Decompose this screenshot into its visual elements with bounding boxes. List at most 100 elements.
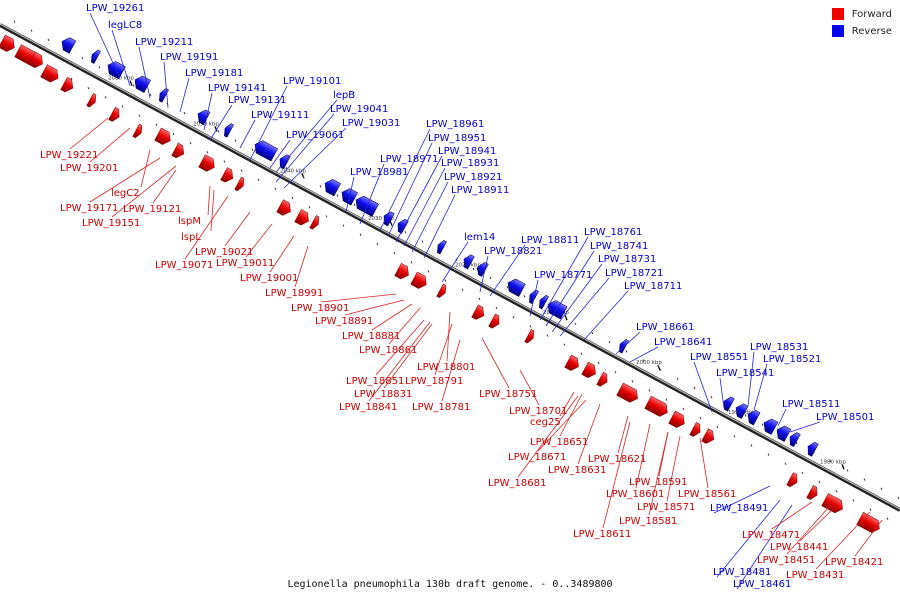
reverse-gene-label: LPW_18641 [654, 337, 712, 348]
reverse-gene [134, 75, 151, 93]
reverse-gene [437, 239, 447, 255]
forward-gene [198, 154, 215, 172]
forward-gene-arrow [806, 484, 818, 500]
forward-gene-arrow [410, 271, 427, 289]
forward-gene-arrow [234, 176, 245, 192]
minor-tick [121, 105, 124, 108]
reverse-gene-label: LPW_19211 [135, 37, 193, 48]
reverse-gene [807, 441, 819, 457]
reverse-gene-arrow [776, 425, 792, 442]
reverse-leader-line [209, 104, 233, 141]
reverse-leader-line [777, 408, 787, 427]
reverse-gene-label: LPW_18521 [763, 354, 821, 365]
legend: Forward Reverse [831, 8, 892, 42]
reverse-gene-label: LPW_19031 [342, 118, 400, 129]
forward-leader-line [617, 415, 629, 454]
minor-tick [325, 215, 328, 218]
reverse-leader-line [719, 377, 725, 409]
reverse-leader-line [387, 142, 433, 237]
reverse-gene-label: LPW_18481 [713, 567, 771, 578]
forward-gene-arrow [616, 382, 638, 403]
forward-leader-line [815, 511, 871, 570]
minor-tick [597, 361, 600, 365]
forward-leader-line [602, 421, 631, 529]
forward-gene-label: LPW_19201 [60, 163, 118, 174]
forward-gene-arrow [276, 199, 291, 216]
forward-gene-label: LPW_18841 [339, 402, 397, 413]
reverse-gene [355, 195, 380, 217]
forward-leader-line [559, 391, 575, 417]
forward-gene-arrow [171, 142, 185, 159]
forward-gene [28, 51, 43, 69]
minor-tick [699, 416, 702, 420]
minor-tick [818, 480, 821, 484]
minor-tick [302, 176, 305, 179]
forward-gene [488, 313, 500, 329]
reverse-gene-label: LPW_19181 [185, 68, 243, 79]
reverse-gene-label: LPW_18731 [598, 254, 656, 265]
reverse-gene [539, 294, 549, 310]
minor-tick [155, 123, 158, 127]
forward-gene-label: lspL [181, 232, 201, 243]
reverse-gene-label: LPW_18941 [438, 146, 496, 157]
reverse-leader-line [345, 176, 355, 213]
minor-tick [81, 56, 84, 60]
forward-gene-label: LPW_18651 [530, 437, 588, 448]
reverse-gene-arrow [789, 432, 801, 448]
forward-gene [309, 215, 320, 230]
reverse-gene-label: LPW_18491 [710, 503, 768, 514]
reverse-gene-arrow [539, 294, 549, 310]
minor-tick [234, 139, 237, 142]
forward-leader-line [371, 303, 413, 331]
reverse-gene-arrow [61, 37, 77, 54]
reverse-gene-label: LPW_18501 [816, 412, 874, 423]
reverse-gene-label: LPW_18811 [521, 235, 579, 246]
caption: Legionella pneumophila 130b draft genome… [287, 579, 613, 590]
tick-label: 2060 kbp [108, 76, 134, 82]
forward-gene [220, 167, 234, 183]
minor-tick [444, 279, 447, 282]
legend-reverse: Reverse [831, 25, 892, 37]
minor-tick [291, 196, 294, 200]
reverse-leader-line [249, 85, 288, 161]
forward-gene-label: LPW_18421 [825, 557, 883, 568]
minor-tick [495, 306, 498, 310]
reverse-gene [776, 425, 792, 442]
reverse-gene-arrow [507, 278, 526, 297]
minor-tick [529, 325, 532, 328]
reverse-gene-arrow [723, 396, 735, 412]
forward-leader-line [854, 519, 883, 557]
reverse-gene-label: LPW_18721 [605, 268, 663, 279]
forward-gene-arrow [132, 123, 143, 139]
reverse-gene [197, 109, 211, 125]
minor-tick [353, 203, 356, 206]
forward-gene-label: LPW_19001 [240, 273, 298, 284]
reverse-gene-arrow [355, 195, 380, 217]
minor-tick [410, 261, 413, 264]
reverse-gene-arrow [437, 239, 447, 255]
forward-gene [596, 371, 608, 387]
tick-label: 1980 kbp [820, 459, 846, 465]
minor-tick [206, 151, 209, 154]
reverse-leader-line [736, 504, 793, 590]
reverse-leader-line [283, 127, 347, 189]
reverse-gene [735, 403, 749, 419]
minor-tick [336, 194, 339, 197]
forward-gene-arrow [198, 154, 215, 172]
minor-tick [563, 343, 566, 346]
minor-tick [342, 224, 345, 227]
forward-gene-arrow [394, 262, 409, 280]
forward-leader-line [434, 323, 453, 376]
forward-leader-line [481, 337, 510, 389]
tick-label: 2040 kbp [280, 168, 306, 174]
forward-leader-line [140, 149, 151, 188]
forward-gene-label: LPW_18431 [786, 570, 844, 581]
forward-gene [0, 34, 15, 52]
reverse-gene-label: LPW_18531 [750, 342, 808, 353]
reverse-gene-arrow [735, 403, 749, 419]
reverse-leader-line [203, 92, 213, 131]
forward-leader-line [666, 435, 681, 502]
minor-tick [13, 20, 16, 23]
minor-tick [631, 380, 634, 383]
